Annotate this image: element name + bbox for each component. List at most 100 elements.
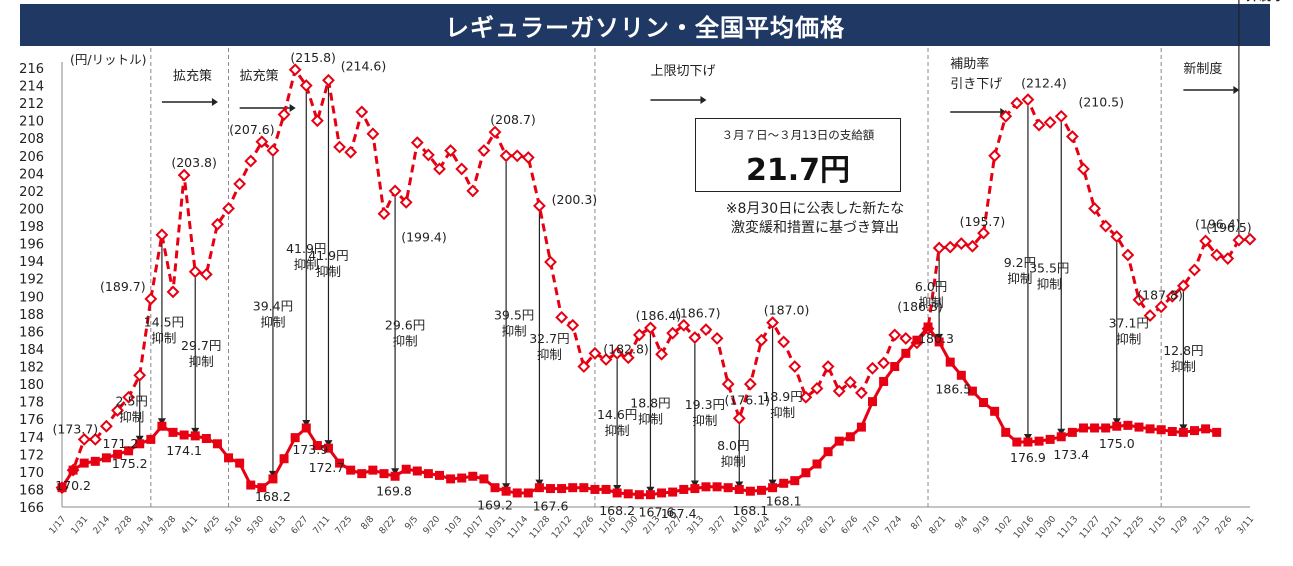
national-average-point [501,486,511,496]
national-average-point [323,443,333,453]
peak-value-label: (210.5) [1078,94,1124,109]
unsubsidized-point [155,228,169,242]
y-tick-label: 208 [19,132,44,147]
suppression-word: 抑制 [638,411,663,426]
unsubsidized-point [1154,300,1168,314]
national-average-point [923,322,933,332]
suppression-word: 抑制 [770,405,795,420]
unsubsidized-point [1088,202,1101,215]
national-average-point [268,474,278,484]
peak-value-label: (199.4) [401,230,447,245]
unsubsidized-point [588,346,602,360]
arrow-cap-reduction-head [700,96,707,104]
note-line-2: 激変緩和措置に基づき算出 [731,220,899,236]
x-tick-label: 4/25 [202,515,223,537]
unsubsidized-point [832,384,846,398]
national-average-point [579,483,589,493]
unsubsidized-point [477,144,491,157]
note-line-1: ※8月30日に公表した新たな [725,201,905,217]
national-average-point [956,370,966,380]
x-tick-label: 3/27 [708,515,729,537]
suppression-word: 抑制 [151,331,176,346]
suppression-word: 抑制 [721,454,746,469]
suppression-amount: 39.4円 [253,299,293,314]
national-average-point [1156,425,1166,435]
peak-value-label: (173.7) [53,421,99,436]
price-value-label: 172.7 [309,460,345,475]
unsubsidized-point [655,347,668,361]
unsubsidized-point [244,154,258,168]
x-tick-label: 6/12 [818,515,839,537]
price-value-label: 170.2 [55,478,91,493]
peak-value-label: (176.1) [724,392,770,407]
peak-value-label: (187.0) [764,303,810,318]
national-average-point [901,348,911,358]
suppression-word: 抑制 [1171,359,1196,374]
peak-value-label: (189.7) [100,279,146,294]
y-tick-label: 168 [19,483,44,498]
suppression-word: 抑制 [502,323,527,338]
national-average-point [745,486,755,496]
national-average-point [301,423,311,433]
y-tick-label: 214 [19,80,44,95]
price-value-label: 167.6 [533,499,569,514]
price-value-label: 175.0 [1099,436,1135,451]
national-average-point [679,484,689,494]
national-average-point [68,465,78,475]
unsubsidized-point [1176,279,1190,293]
payment-info-box: ３月７日～３月13日の支給額 21.7円 [695,118,901,192]
suppression-amount: 14.5円 [144,315,184,330]
unsubsidized-point [333,140,346,154]
price-value-label: 174.1 [166,443,202,458]
national-average-point [1056,432,1066,442]
unsubsidized-point [888,328,902,342]
unsubsidized-point [488,125,502,139]
national-average-point [790,476,800,486]
suppression-amount: 29.7円 [181,338,221,353]
period-label: 拡充策 [240,68,279,84]
y-tick-label: 196 [19,238,44,253]
national-average-point [634,490,644,500]
suppression-amount: 12.8円 [1163,343,1203,358]
price-value-label: 168.2 [599,503,635,518]
national-average-point [423,469,433,479]
unsubsidized-point [966,239,979,253]
unsubsidized-point [1099,219,1113,233]
suppression-amount: 18.8円 [630,395,670,410]
national-average-point [1112,421,1122,431]
unsubsidized-point [1121,248,1135,262]
unsubsidized-point [788,360,802,373]
national-average-point [668,487,678,497]
suppression-word: 抑制 [692,413,717,428]
national-average-point [1090,423,1100,433]
price-value-label: 176.9 [1010,450,1046,465]
unsubsidized-point [366,127,380,141]
unsubsidized-point [122,390,136,404]
unsubsidized-point [322,73,335,87]
national-average-point [812,459,822,469]
suppression-word: 抑制 [1246,0,1271,3]
y-tick-label: 192 [19,273,44,288]
unsubsidized-point [610,346,624,360]
national-average-point [335,458,345,468]
national-average-point [1178,427,1188,437]
national-average-point [390,471,400,481]
x-tick-label: 2/13 [1192,515,1213,537]
unsubsidized-point [99,419,113,433]
unsubsidized-point [111,404,124,417]
unsubsidized-point [433,162,446,176]
period-label: 上限切下げ [650,64,715,79]
x-tick-label: 11/13 [1056,515,1080,541]
suppression-word: 抑制 [919,295,944,310]
unsubsidized-point [1243,232,1257,246]
unsubsidized-point [555,310,569,324]
suppression-amount: 21.9円 [1237,0,1280,3]
national-average-point [879,376,889,386]
national-average-point [856,422,866,432]
arrow-expansion-2-head [289,104,296,112]
national-average-point [1167,426,1177,436]
suppression-amount: 39.5円 [494,307,534,322]
unsubsidized-point [899,332,913,345]
suppression-amount: 29.6円 [385,318,425,333]
national-average-point [57,483,67,493]
